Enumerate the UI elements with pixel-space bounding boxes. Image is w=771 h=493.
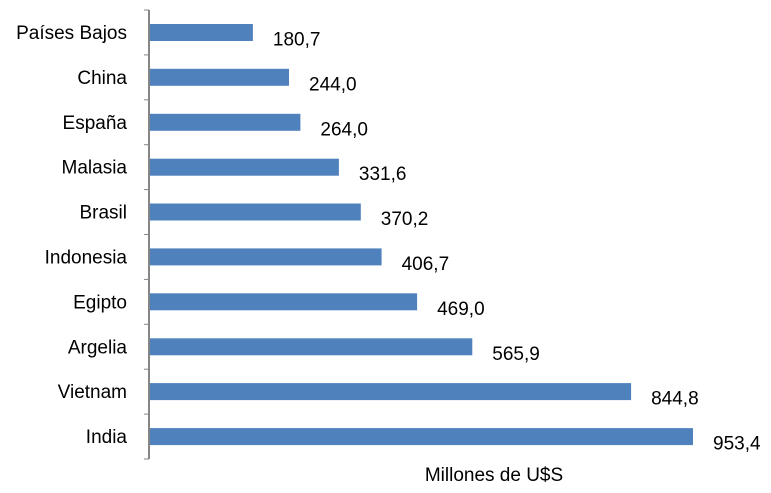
bar-9 <box>150 428 693 446</box>
x-axis-title: Millones de U$S <box>425 465 563 486</box>
value-labels: 180,7 244,0 264,0 331,6 370,2 406,7 469,0 565,9… <box>273 30 761 455</box>
category-label: España <box>63 113 128 134</box>
value-label: 406,7 <box>402 254 450 275</box>
bars-group <box>150 24 693 446</box>
value-label: 264,0 <box>320 119 368 140</box>
category-labels: Países Bajos China España Malasia Brasil Indo… <box>16 23 127 448</box>
category-label: Países Bajos <box>16 23 127 44</box>
value-label: 469,0 <box>437 299 485 320</box>
category-label: Indonesia <box>45 247 128 268</box>
bar-8 <box>150 383 632 401</box>
category-label: Egipto <box>73 292 127 313</box>
bar-1 <box>150 68 289 86</box>
category-label: China <box>77 68 127 89</box>
bar-3 <box>150 158 339 176</box>
y-axis-ticks <box>144 9 149 460</box>
value-label: 331,6 <box>359 164 407 185</box>
category-label: Malasia <box>62 158 128 179</box>
bar-5 <box>150 248 382 266</box>
bar-4 <box>150 203 361 221</box>
category-label: Vietnam <box>58 382 127 403</box>
bar-0 <box>150 24 253 41</box>
bar-2 <box>150 113 301 131</box>
value-label: 370,2 <box>381 209 429 230</box>
category-label: India <box>86 427 128 448</box>
category-label: Brasil <box>79 203 127 224</box>
category-label: Argelia <box>68 337 128 358</box>
bar-6 <box>150 293 418 311</box>
value-label: 180,7 <box>273 30 321 51</box>
value-label: 953,4 <box>713 434 761 455</box>
value-label: 844,8 <box>651 389 699 410</box>
value-label: 244,0 <box>309 74 357 95</box>
value-label: 565,9 <box>492 344 540 365</box>
bar-7 <box>150 338 473 356</box>
